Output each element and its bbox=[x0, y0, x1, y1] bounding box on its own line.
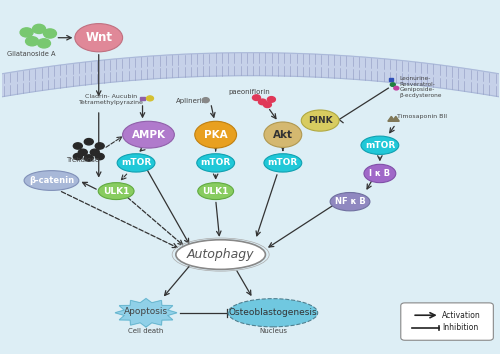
Text: I κ B: I κ B bbox=[370, 169, 390, 178]
Ellipse shape bbox=[330, 193, 370, 211]
Ellipse shape bbox=[195, 121, 236, 148]
Text: ULK1: ULK1 bbox=[103, 187, 130, 196]
Text: PINK: PINK bbox=[308, 116, 332, 125]
Ellipse shape bbox=[98, 183, 134, 200]
Circle shape bbox=[202, 98, 209, 103]
Circle shape bbox=[394, 86, 399, 90]
Polygon shape bbox=[392, 116, 400, 121]
Text: Akt: Akt bbox=[273, 130, 293, 140]
Circle shape bbox=[95, 153, 104, 160]
Bar bbox=[389, 78, 393, 81]
Ellipse shape bbox=[264, 154, 302, 172]
Text: Wnt: Wnt bbox=[85, 31, 112, 44]
Text: Nucleus: Nucleus bbox=[259, 328, 287, 334]
Ellipse shape bbox=[364, 164, 396, 183]
Text: ULK1: ULK1 bbox=[202, 187, 229, 196]
Text: Trehalose: Trehalose bbox=[66, 157, 99, 163]
Circle shape bbox=[38, 39, 51, 48]
Circle shape bbox=[78, 149, 88, 155]
Text: β-catenin: β-catenin bbox=[29, 176, 74, 185]
Text: Apoptosis: Apoptosis bbox=[124, 307, 168, 316]
Ellipse shape bbox=[302, 110, 339, 131]
Text: Cladrin- Aucubin
Tetramethylpyrazine: Cladrin- Aucubin Tetramethylpyrazine bbox=[78, 94, 144, 105]
FancyBboxPatch shape bbox=[401, 303, 494, 340]
Text: Aplinerin: Aplinerin bbox=[176, 98, 208, 104]
Circle shape bbox=[95, 143, 104, 149]
Bar bbox=[140, 97, 145, 100]
Circle shape bbox=[90, 149, 99, 155]
Text: PKA: PKA bbox=[204, 130, 228, 140]
Text: Osteoblastogenesis: Osteoblastogenesis bbox=[228, 308, 317, 317]
Text: Leonurine-
Resveratrol-
Geniposide-
β-ecdysterone: Leonurine- Resveratrol- Geniposide- β-ec… bbox=[400, 76, 442, 98]
Ellipse shape bbox=[176, 240, 266, 269]
Circle shape bbox=[264, 102, 272, 108]
Circle shape bbox=[146, 96, 154, 101]
Text: mTOR: mTOR bbox=[200, 158, 231, 167]
Ellipse shape bbox=[75, 24, 122, 52]
Text: Gilatanoside A: Gilatanoside A bbox=[8, 51, 56, 57]
Circle shape bbox=[20, 28, 33, 37]
Text: Cell death: Cell death bbox=[128, 328, 164, 334]
Circle shape bbox=[258, 99, 266, 105]
Ellipse shape bbox=[361, 136, 399, 154]
Circle shape bbox=[84, 155, 94, 161]
Circle shape bbox=[390, 83, 396, 86]
Polygon shape bbox=[388, 116, 395, 121]
Circle shape bbox=[26, 37, 38, 46]
Text: NF κ B: NF κ B bbox=[334, 197, 366, 206]
Circle shape bbox=[268, 97, 276, 102]
Circle shape bbox=[74, 153, 82, 160]
Ellipse shape bbox=[228, 299, 318, 327]
Circle shape bbox=[74, 143, 82, 149]
Text: mTOR: mTOR bbox=[268, 158, 298, 167]
Circle shape bbox=[84, 138, 94, 145]
Circle shape bbox=[252, 95, 260, 101]
Circle shape bbox=[32, 24, 46, 34]
Text: Inhibition: Inhibition bbox=[442, 324, 478, 332]
Ellipse shape bbox=[122, 121, 174, 148]
Ellipse shape bbox=[117, 154, 155, 172]
Circle shape bbox=[44, 29, 57, 38]
Text: AMPK: AMPK bbox=[132, 130, 166, 140]
Ellipse shape bbox=[197, 154, 234, 172]
Text: Activation: Activation bbox=[442, 311, 481, 320]
Text: Autophagy: Autophagy bbox=[187, 248, 254, 261]
Text: Timosaponin BII: Timosaponin BII bbox=[398, 114, 448, 119]
Polygon shape bbox=[115, 298, 177, 327]
Text: mTOR: mTOR bbox=[365, 141, 395, 150]
Ellipse shape bbox=[264, 122, 302, 147]
Text: mTOR: mTOR bbox=[121, 158, 151, 167]
Ellipse shape bbox=[198, 183, 234, 200]
Ellipse shape bbox=[24, 171, 79, 190]
Text: paeoniflorin: paeoniflorin bbox=[228, 89, 270, 95]
